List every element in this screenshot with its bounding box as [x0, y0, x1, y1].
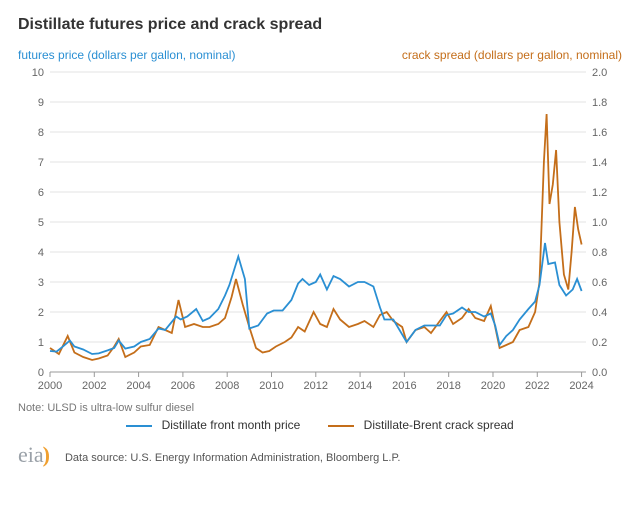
svg-text:2004: 2004	[126, 380, 150, 392]
svg-text:2016: 2016	[392, 380, 416, 392]
svg-text:3: 3	[38, 277, 44, 289]
svg-text:1: 1	[38, 337, 44, 349]
svg-text:10: 10	[32, 67, 44, 79]
svg-text:8: 8	[38, 127, 44, 139]
chart-svg: 0 1 2 3 4 5 6 7 8 9 10 0.0 0.2 0.4 0.6 0.8 1.0 1.2 1.4 1.6 1…	[18, 66, 622, 396]
svg-text:2022: 2022	[525, 380, 549, 392]
svg-text:2.0: 2.0	[592, 67, 607, 79]
svg-text:2010: 2010	[259, 380, 283, 392]
legend-item-crack: Distillate-Brent crack spread	[328, 418, 513, 432]
legend-swatch-crack	[328, 425, 354, 427]
chart-card: Distillate futures price and crack sprea…	[0, 0, 640, 523]
svg-text:2018: 2018	[436, 380, 460, 392]
svg-text:1.4: 1.4	[592, 157, 607, 169]
svg-text:7: 7	[38, 157, 44, 169]
chart-title: Distillate futures price and crack sprea…	[18, 16, 622, 34]
left-axis-label: futures price (dollars per gallon, nomin…	[18, 48, 235, 62]
svg-text:2020: 2020	[481, 380, 505, 392]
axis-titles: futures price (dollars per gallon, nomin…	[18, 48, 622, 62]
svg-text:1.0: 1.0	[592, 217, 607, 229]
svg-text:0.2: 0.2	[592, 337, 607, 349]
svg-text:0.8: 0.8	[592, 247, 607, 259]
svg-text:2014: 2014	[348, 380, 372, 392]
svg-text:1.2: 1.2	[592, 187, 607, 199]
svg-text:2008: 2008	[215, 380, 239, 392]
legend: Distillate front month price Distillate-…	[18, 418, 622, 432]
svg-text:0: 0	[38, 367, 44, 379]
svg-text:9: 9	[38, 97, 44, 109]
svg-text:2000: 2000	[38, 380, 62, 392]
svg-text:0.4: 0.4	[592, 307, 607, 319]
svg-text:2006: 2006	[171, 380, 195, 392]
svg-text:0.0: 0.0	[592, 367, 607, 379]
svg-text:2002: 2002	[82, 380, 106, 392]
svg-text:6: 6	[38, 187, 44, 199]
legend-label-futures: Distillate front month price	[162, 418, 301, 432]
chart-area: 0 1 2 3 4 5 6 7 8 9 10 0.0 0.2 0.4 0.6 0.8 1.0 1.2 1.4 1.6 1…	[18, 66, 622, 396]
eia-logo: eia)	[18, 442, 51, 468]
eia-logo-dot: )	[43, 442, 50, 467]
svg-text:5: 5	[38, 217, 44, 229]
legend-label-crack: Distillate-Brent crack spread	[364, 418, 514, 432]
svg-text:0.6: 0.6	[592, 277, 607, 289]
chart-note: Note: ULSD is ultra-low sulfur diesel	[18, 402, 622, 414]
svg-text:2: 2	[38, 307, 44, 319]
svg-text:1.8: 1.8	[592, 97, 607, 109]
right-axis-label: crack spread (dollars per gallon, nomina…	[402, 48, 622, 62]
footer: eia) Data source: U.S. Energy Informatio…	[18, 442, 622, 468]
legend-item-futures: Distillate front month price	[126, 418, 300, 432]
svg-text:2024: 2024	[569, 380, 593, 392]
svg-text:4: 4	[38, 247, 44, 259]
svg-text:2012: 2012	[304, 380, 328, 392]
legend-swatch-futures	[126, 425, 152, 427]
data-source: Data source: U.S. Energy Information Adm…	[65, 452, 400, 464]
svg-text:1.6: 1.6	[592, 127, 607, 139]
